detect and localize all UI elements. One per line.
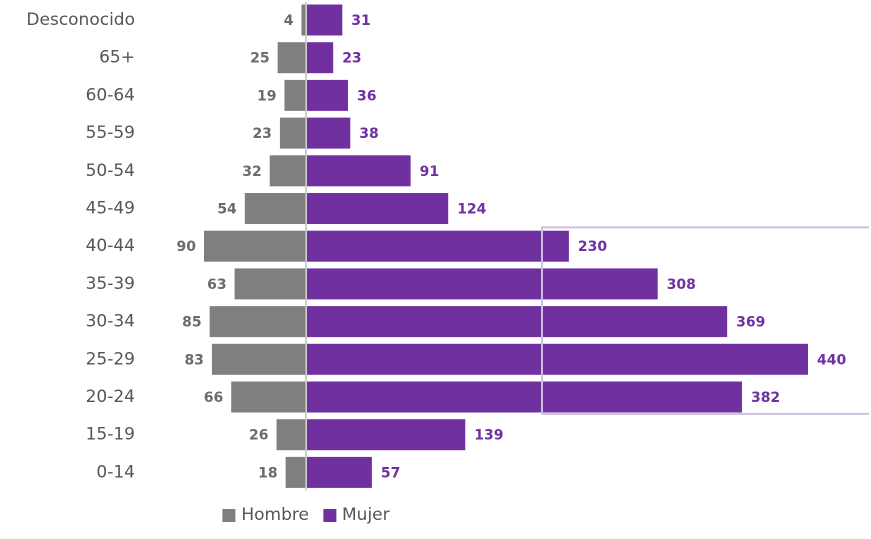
bar-mujer-15-19 [307, 419, 466, 451]
category-label-60-64: 60-64 [86, 85, 135, 105]
value-label-hombre-20-24: 66 [204, 390, 223, 406]
value-label-mujer-40-44: 230 [578, 239, 607, 255]
category-label-65: 65+ [99, 48, 135, 68]
bar-hombre-20-24 [231, 381, 306, 413]
value-label-mujer-25-29: 440 [817, 352, 846, 368]
category-label-40-44: 40-44 [86, 236, 135, 256]
bar-mujer-65 [307, 42, 334, 74]
bar-mujer-60-64 [307, 79, 348, 111]
legend-label-hombre: Hombre [241, 505, 309, 525]
value-label-mujer-45-49: 124 [457, 202, 486, 218]
bar-mujer-20-24 [307, 381, 742, 413]
bar-mujer-25-29 [307, 343, 808, 375]
value-label-hombre-50-54: 32 [242, 164, 261, 180]
bar-hombre-30-34 [209, 306, 306, 338]
bar-hombre-25-29 [211, 343, 306, 375]
category-label-45-49: 45-49 [86, 199, 135, 219]
chart-legend: Hombre Mujer [222, 505, 390, 525]
bar-hombre-55-59 [279, 117, 306, 149]
bar-mujer-0-14 [307, 456, 372, 488]
bar-mujer-40-44 [307, 230, 569, 262]
category-label-50-54: 50-54 [86, 161, 135, 181]
legend-item-hombre: Hombre [222, 505, 309, 525]
bar-hombre-35-39 [234, 268, 306, 300]
category-label-0-14: 0-14 [96, 462, 135, 482]
category-label-55-59: 55-59 [86, 123, 135, 143]
bar-hombre-15-19 [276, 419, 306, 451]
legend-item-mujer: Mujer [323, 505, 390, 525]
category-label-15-19: 15-19 [86, 425, 135, 445]
value-label-mujer-65: 23 [342, 51, 361, 67]
value-label-mujer-20-24: 382 [751, 390, 780, 406]
value-label-hombre-0-14: 18 [258, 465, 277, 481]
bar-hombre-45-49 [244, 193, 306, 224]
value-label-mujer-30-34: 369 [736, 315, 765, 331]
bar-mujer-30-34 [307, 306, 728, 338]
category-label-desconocido: Desconocido [26, 10, 135, 30]
legend-swatch-mujer [323, 508, 336, 522]
value-label-mujer-50-54: 91 [420, 164, 439, 180]
legend-label-mujer: Mujer [342, 505, 390, 525]
bar-mujer-55-59 [307, 117, 351, 149]
bar-hombre-50-54 [269, 155, 306, 187]
value-label-hombre-25-29: 83 [184, 352, 203, 368]
value-label-hombre-30-34: 85 [182, 315, 201, 331]
value-label-hombre-35-39: 63 [207, 277, 226, 293]
value-label-hombre-desconocido: 4 [284, 13, 294, 29]
value-label-mujer-desconocido: 31 [351, 13, 370, 29]
bar-hombre-40-44 [204, 230, 306, 262]
bar-hombre-desconocido [301, 4, 306, 36]
category-label-35-39: 35-39 [86, 274, 135, 294]
bar-mujer-35-39 [307, 268, 658, 300]
value-label-hombre-55-59: 23 [252, 126, 271, 142]
legend-swatch-hombre [222, 508, 236, 522]
value-label-mujer-60-64: 36 [357, 88, 376, 104]
value-label-mujer-35-39: 308 [667, 277, 696, 293]
bar-hombre-60-64 [284, 79, 306, 111]
value-label-hombre-60-64: 19 [257, 88, 276, 104]
value-label-mujer-15-19: 139 [474, 428, 503, 444]
bar-mujer-desconocido [307, 4, 343, 36]
bar-hombre-65 [277, 42, 306, 74]
value-label-mujer-55-59: 38 [359, 126, 378, 142]
value-label-mujer-0-14: 57 [381, 465, 400, 481]
category-label-25-29: 25-29 [86, 349, 135, 369]
value-label-hombre-65: 25 [250, 51, 269, 67]
bar-mujer-45-49 [307, 193, 449, 224]
highlight-outline [541, 226, 869, 415]
bar-mujer-50-54 [307, 155, 411, 187]
bar-hombre-0-14 [285, 456, 306, 488]
value-label-hombre-15-19: 26 [249, 428, 268, 444]
value-label-hombre-40-44: 90 [177, 239, 197, 255]
category-label-30-34: 30-34 [86, 312, 135, 332]
value-label-hombre-45-49: 54 [217, 202, 237, 218]
category-label-20-24: 20-24 [86, 387, 135, 407]
